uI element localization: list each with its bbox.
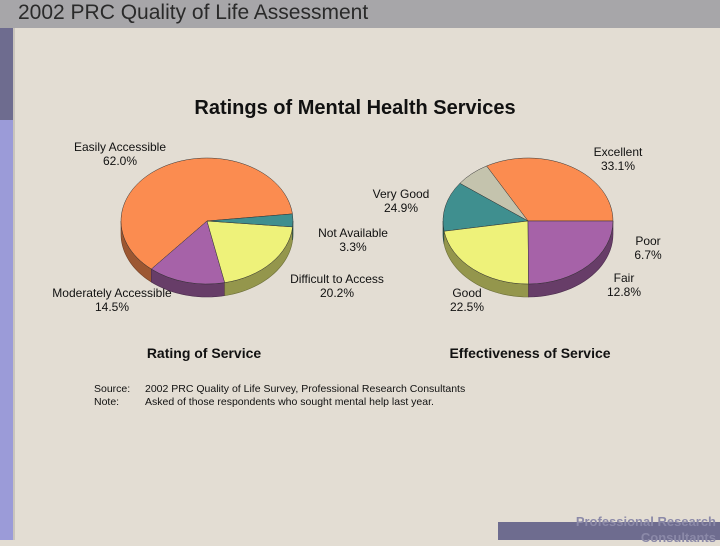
subtitle-rating-of-service: Rating of Service [147,345,262,361]
slice-value-easily-accessible: 62.0% [103,154,137,168]
slice-value-good: 22.5% [450,300,484,314]
note-label: Note: [94,396,119,408]
slice-label-fair: Fair [614,271,635,285]
slice-label-excellent: Excellent [594,145,643,159]
source-text: 2002 PRC Quality of Life Survey, Profess… [145,383,465,395]
slice-label-good: Good [452,286,481,300]
slice-value-difficult-to-access: 20.2% [320,286,354,300]
slice-very-good [528,221,613,284]
slice-value-moderately-accessible: 14.5% [95,300,129,314]
slice-label-easily-accessible: Easily Accessible [74,140,166,154]
pie-rating-of-service [121,158,293,297]
pie-effectiveness-of-service [443,158,613,297]
slice-label-moderately-accessible: Moderately Accessible [52,286,172,300]
slice-value-excellent: 33.1% [601,159,635,173]
slice-value-not-available: 3.3% [339,240,367,254]
note-text: Asked of those respondents who sought me… [145,396,434,408]
slice-label-difficult-to-access: Difficult to Access [290,272,384,286]
source-label: Source: [94,383,130,395]
slice-good [444,221,528,284]
slice-value-poor: 6.7% [634,248,662,262]
slice-value-fair: 12.8% [607,285,641,299]
slice-value-very-good: 24.9% [384,201,418,215]
slice-label-poor: Poor [635,234,660,248]
subtitle-effectiveness-of-service: Effectiveness of Service [449,345,610,361]
slice-label-very-good: Very Good [373,187,430,201]
slice-label-not-available: Not Available [318,226,388,240]
footer-text: Professional Research Consultants [498,514,716,546]
